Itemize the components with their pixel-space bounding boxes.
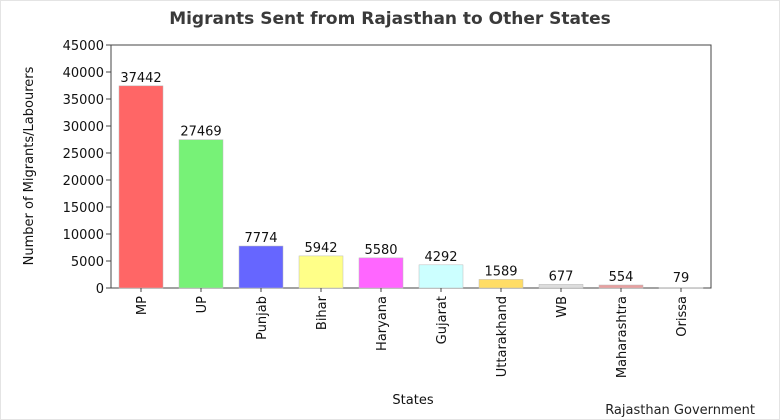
x-axis-label: States	[392, 393, 433, 408]
bar-wb	[538, 284, 584, 289]
x-tick-label: MP	[135, 296, 150, 315]
x-tick-label: Gujarat	[435, 296, 450, 344]
x-tick-label: Maharashtra	[615, 296, 630, 378]
y-tick-label: 45000	[63, 39, 104, 54]
x-tick-label: UP	[195, 296, 210, 314]
x-tick-label: WB	[555, 296, 570, 318]
value-label: 37442	[120, 71, 161, 86]
y-tick-label: 0	[96, 282, 104, 297]
bar-maharashtra	[598, 284, 644, 289]
y-tick-label: 15000	[63, 201, 104, 216]
bars	[118, 85, 704, 289]
y-axis-label: Number of Migrants/Labourers	[22, 66, 37, 265]
value-label: 677	[549, 269, 574, 284]
bar-bihar	[298, 255, 344, 289]
bar-haryana	[358, 257, 404, 289]
y-tick-label: 20000	[63, 174, 104, 189]
y-axis: 0 5000 10000 15000 20000 25000 30000 35000 40000…	[63, 39, 111, 297]
y-tick-label: 30000	[63, 120, 104, 135]
y-tick-label: 5000	[71, 255, 104, 270]
value-label: 1589	[484, 264, 517, 279]
value-label: 5580	[364, 243, 397, 258]
x-tick-label: Punjab	[255, 296, 270, 340]
bar-punjab	[238, 245, 284, 289]
source-note: Rajasthan Government	[605, 403, 755, 418]
y-tick-label: 35000	[63, 93, 104, 108]
value-label: 79	[673, 271, 690, 286]
bar-gujarat	[418, 264, 464, 289]
bar-uttarakhand	[478, 279, 524, 289]
bar-up	[178, 139, 224, 289]
x-tick-label: Haryana	[375, 296, 390, 351]
bar-orissa	[658, 287, 704, 289]
x-tick-label: Orissa	[675, 296, 690, 337]
y-tick-label: 25000	[63, 147, 104, 162]
value-labels: 37442 27469 7774 5942 5580 4292 1589 677 554 79	[120, 71, 689, 286]
value-label: 4292	[424, 250, 457, 265]
x-axis: MP UP Punjab Bihar Haryana Gujarat Uttarakhand…	[135, 288, 690, 378]
bar-mp	[118, 85, 164, 289]
chart-title: Migrants Sent from Rajasthan to Other St…	[169, 9, 611, 29]
y-tick-label: 10000	[63, 228, 104, 243]
x-tick-label: Uttarakhand	[495, 296, 510, 377]
value-label: 27469	[180, 125, 221, 140]
y-tick-label: 40000	[63, 66, 104, 81]
value-label: 5942	[304, 241, 337, 256]
value-label: 7774	[244, 231, 277, 246]
x-tick-label: Bihar	[315, 295, 330, 330]
value-label: 554	[609, 270, 634, 285]
